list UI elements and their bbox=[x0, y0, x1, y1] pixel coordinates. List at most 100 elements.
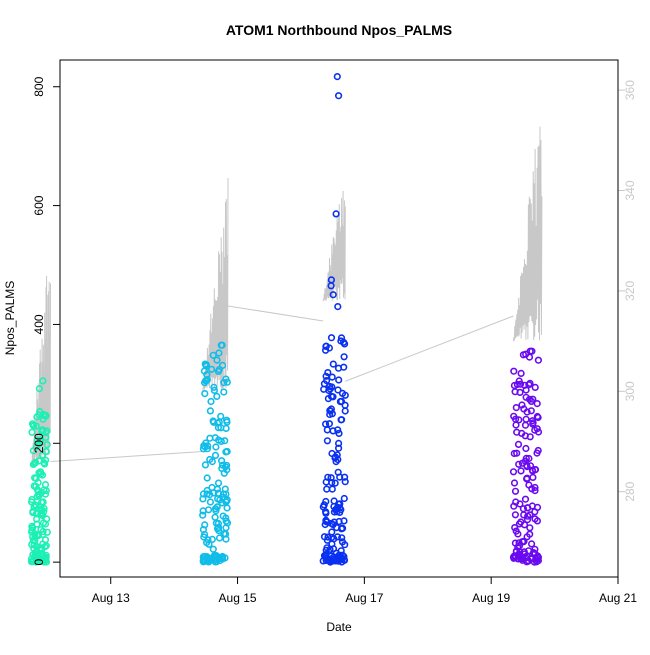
data-point bbox=[200, 556, 208, 564]
data-point bbox=[524, 547, 533, 555]
data-point bbox=[520, 537, 528, 545]
x-tick-label: Aug 19 bbox=[472, 591, 510, 605]
data-point bbox=[515, 416, 523, 424]
data-point bbox=[529, 395, 537, 403]
data-point bbox=[214, 424, 222, 432]
data-point bbox=[533, 412, 542, 421]
data-point bbox=[340, 353, 348, 361]
data-point bbox=[29, 447, 38, 455]
data-point bbox=[32, 482, 40, 490]
data-point bbox=[334, 386, 342, 394]
x-axis-label: Date bbox=[326, 620, 352, 634]
data-point bbox=[201, 390, 209, 398]
data-point bbox=[29, 421, 37, 429]
data-point bbox=[339, 524, 347, 532]
data-point bbox=[321, 551, 330, 560]
data-point bbox=[531, 508, 539, 516]
data-point bbox=[209, 553, 218, 561]
data-point bbox=[220, 379, 228, 387]
data-point bbox=[510, 367, 518, 375]
data-point bbox=[201, 360, 209, 368]
data-point bbox=[218, 552, 227, 561]
data-point bbox=[328, 540, 336, 548]
y-tick-label: 0 bbox=[32, 558, 46, 565]
data-point bbox=[517, 554, 526, 562]
data-point bbox=[210, 383, 218, 391]
secondary-series-line bbox=[31, 275, 51, 467]
data-point bbox=[222, 448, 230, 456]
data-point bbox=[211, 434, 219, 442]
data-point bbox=[525, 454, 533, 463]
data-point bbox=[526, 530, 534, 538]
data-point bbox=[322, 509, 330, 517]
data-point bbox=[221, 437, 229, 445]
data-point bbox=[33, 413, 41, 421]
data-point bbox=[222, 490, 230, 498]
secondary-series-line bbox=[322, 190, 346, 301]
data-point bbox=[35, 490, 44, 498]
data-point bbox=[210, 489, 218, 497]
data-point bbox=[512, 404, 520, 412]
data-point bbox=[531, 383, 539, 392]
data-point bbox=[513, 380, 522, 389]
data-point bbox=[336, 398, 345, 406]
y2-tick-label: 300 bbox=[623, 381, 637, 401]
data-point bbox=[509, 468, 518, 476]
data-point bbox=[220, 388, 228, 396]
secondary-connector-line bbox=[50, 451, 203, 463]
data-point bbox=[517, 369, 525, 378]
data-point bbox=[533, 449, 541, 457]
data-point bbox=[215, 366, 223, 374]
data-point bbox=[327, 282, 335, 290]
data-point bbox=[525, 381, 533, 389]
data-point bbox=[210, 418, 218, 426]
data-point bbox=[322, 478, 330, 486]
data-point bbox=[211, 556, 219, 564]
data-point bbox=[206, 407, 214, 415]
data-point bbox=[531, 515, 539, 523]
data-point bbox=[32, 422, 40, 430]
data-point bbox=[223, 461, 231, 469]
data-point bbox=[320, 501, 328, 509]
data-point bbox=[31, 458, 40, 467]
data-point bbox=[202, 377, 210, 385]
data-point bbox=[341, 478, 349, 486]
data-point bbox=[320, 533, 329, 541]
data-point bbox=[215, 523, 223, 532]
data-point bbox=[334, 364, 343, 372]
data-point bbox=[222, 424, 230, 433]
secondary-connector-line bbox=[227, 305, 324, 322]
data-point bbox=[222, 517, 230, 525]
data-point bbox=[212, 507, 220, 515]
data-point bbox=[32, 502, 40, 510]
data-point bbox=[39, 527, 47, 536]
data-point bbox=[338, 534, 346, 542]
data-point bbox=[199, 495, 207, 503]
data-point bbox=[335, 92, 343, 100]
data-point bbox=[341, 401, 349, 409]
data-point bbox=[222, 514, 230, 522]
data-point bbox=[33, 436, 41, 444]
y2-tick-label: 340 bbox=[623, 180, 637, 200]
y2-tick-label: 320 bbox=[623, 281, 637, 301]
data-point bbox=[41, 520, 50, 528]
x-tick-label: Aug 13 bbox=[92, 591, 130, 605]
scatter-points-layer bbox=[27, 72, 543, 566]
data-point bbox=[338, 389, 347, 398]
data-point bbox=[199, 511, 207, 519]
data-point bbox=[206, 498, 214, 506]
data-point bbox=[204, 442, 212, 450]
plot-frame bbox=[59, 59, 619, 578]
data-point bbox=[335, 429, 343, 438]
data-point bbox=[217, 412, 225, 421]
data-point bbox=[33, 543, 41, 551]
data-point bbox=[526, 524, 534, 532]
data-point bbox=[31, 533, 39, 542]
data-point bbox=[519, 505, 528, 513]
data-point bbox=[511, 487, 520, 495]
data-point bbox=[39, 511, 47, 519]
data-point bbox=[528, 417, 537, 425]
data-point bbox=[534, 428, 543, 436]
y2-tick-label: 360 bbox=[623, 80, 637, 100]
data-point bbox=[511, 415, 520, 423]
